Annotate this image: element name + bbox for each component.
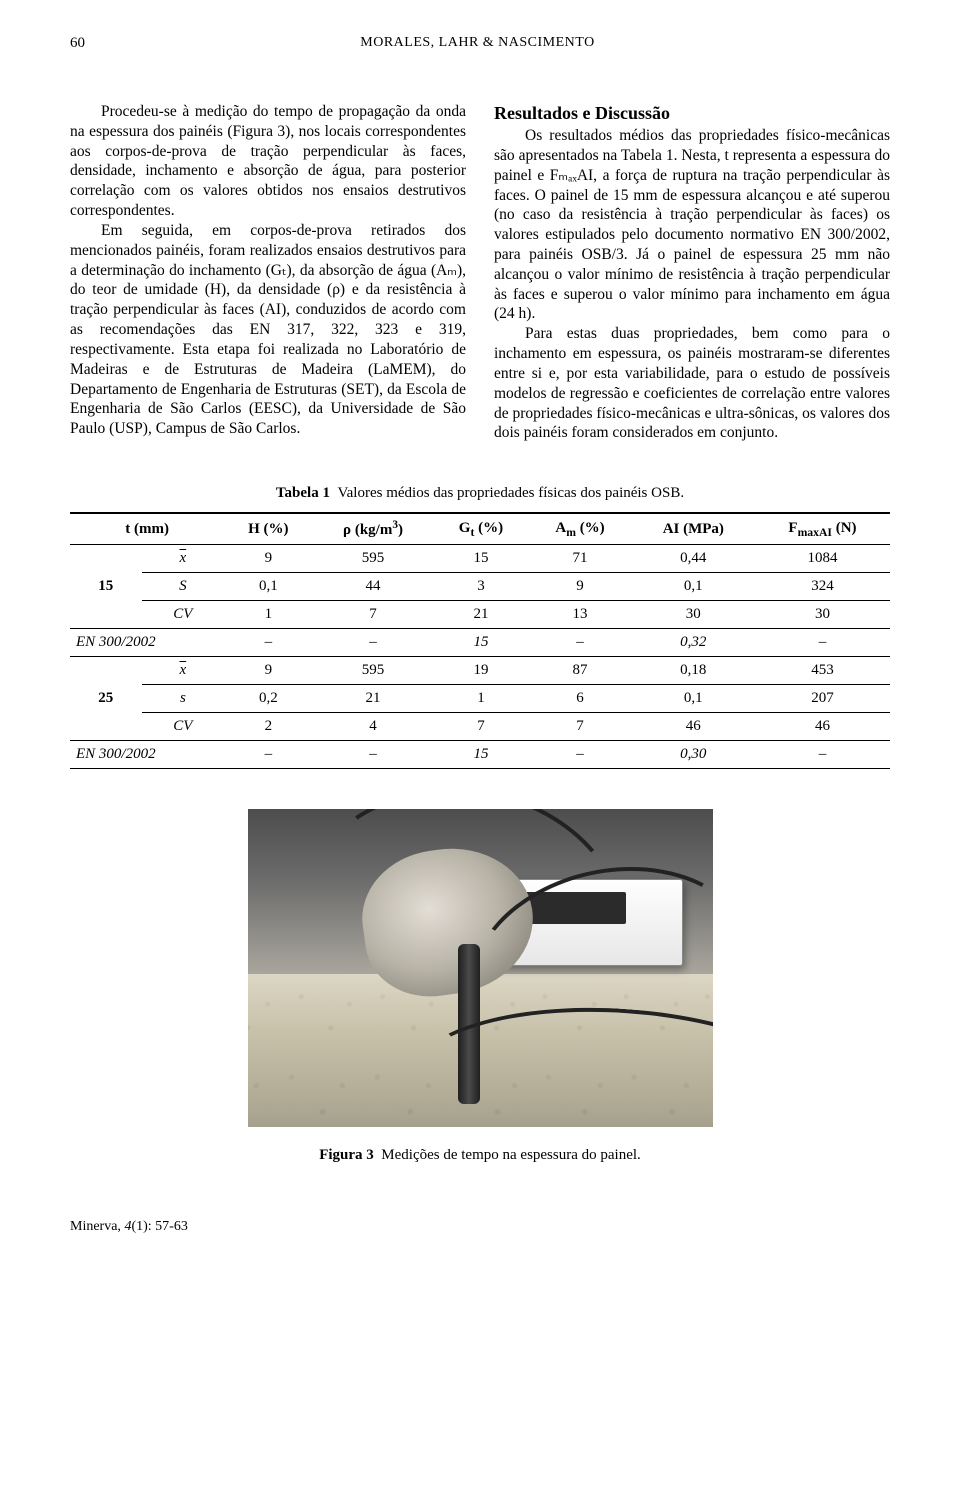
cell: 0,44 — [632, 545, 755, 573]
table-caption: Tabela 1 Valores médios das propriedades… — [70, 485, 890, 502]
table-row: s 0,2 21 1 6 0,1 207 — [70, 685, 890, 713]
cell: – — [528, 741, 631, 769]
cell: 87 — [528, 657, 631, 685]
group-25: 25 — [70, 657, 142, 741]
section-heading: Resultados e Discussão — [494, 102, 890, 125]
properties-table: t (mm) H (%) ρ (kg/m3) Gt (%) Am (%) AI … — [70, 512, 890, 769]
cell: 0,1 — [224, 573, 312, 601]
cell: 15 — [434, 545, 529, 573]
cell: 15 — [434, 629, 529, 657]
cell: 71 — [528, 545, 631, 573]
cell: 0,1 — [632, 573, 755, 601]
cell: 4 — [312, 713, 433, 741]
cell: 9 — [224, 545, 312, 573]
table-label: Tabela 1 — [276, 485, 330, 501]
cell: – — [312, 629, 433, 657]
table-caption-text: Valores médios das propriedades físicas … — [337, 485, 684, 501]
cell: 6 — [528, 685, 631, 713]
figure-photo — [248, 809, 713, 1127]
th-t: t (mm) — [70, 513, 224, 545]
left-p1: Procedeu-se à medição do tempo de propag… — [70, 102, 466, 221]
th-AI: AI (MPa) — [632, 513, 755, 545]
cell: 595 — [312, 545, 433, 573]
table-row: 25 x 9 595 19 87 0,18 453 — [70, 657, 890, 685]
cell: 46 — [632, 713, 755, 741]
cell: 595 — [312, 657, 433, 685]
cell: 21 — [312, 685, 433, 713]
figure-3: Figura 3 Medições de tempo na espessura … — [248, 809, 713, 1164]
cell: 207 — [755, 685, 890, 713]
right-p1: Os resultados médios das propriedades fí… — [494, 126, 890, 324]
cell: 7 — [434, 713, 529, 741]
en-label: EN 300/2002 — [70, 741, 224, 769]
cell: 3 — [434, 573, 529, 601]
running-header: 60 MORALES, LAHR & NASCIMENTO — [70, 35, 890, 52]
cell: – — [528, 629, 631, 657]
cell: 0,18 — [632, 657, 755, 685]
cell: – — [312, 741, 433, 769]
cell: 7 — [528, 713, 631, 741]
en-label: EN 300/2002 — [70, 629, 224, 657]
two-column-body: Procedeu-se à medição do tempo de propag… — [70, 102, 890, 443]
table-row: CV 2 4 7 7 46 46 — [70, 713, 890, 741]
group-15: 15 — [70, 545, 142, 629]
cell: 30 — [632, 601, 755, 629]
table-row-en: EN 300/2002 – – 15 – 0,30 – — [70, 741, 890, 769]
journal-issue-pages: (1): 57-63 — [131, 1219, 187, 1234]
stat-CV: CV — [142, 601, 225, 629]
cell: 1 — [434, 685, 529, 713]
th-H: H (%) — [224, 513, 312, 545]
cell: 0,32 — [632, 629, 755, 657]
th-Am: Am (%) — [528, 513, 631, 545]
th-FmaxAI: FmaxAI (N) — [755, 513, 890, 545]
cell: 13 — [528, 601, 631, 629]
th-Gt: Gt (%) — [434, 513, 529, 545]
cell: – — [755, 629, 890, 657]
cell: 44 — [312, 573, 433, 601]
cell: 0,1 — [632, 685, 755, 713]
cell: – — [224, 741, 312, 769]
stat-xbar: x — [142, 657, 225, 685]
cell: – — [755, 741, 890, 769]
page-number: 60 — [70, 35, 85, 52]
right-column: Resultados e Discussão Os resultados méd… — [494, 102, 890, 443]
cell: 0,30 — [632, 741, 755, 769]
cell: 9 — [528, 573, 631, 601]
stat-CV: CV — [142, 713, 225, 741]
cell: 19 — [434, 657, 529, 685]
left-column: Procedeu-se à medição do tempo de propag… — [70, 102, 466, 443]
th-rho: ρ (kg/m3) — [312, 513, 433, 545]
cell: – — [224, 629, 312, 657]
journal-name: Minerva, — [70, 1219, 124, 1234]
page-footer: Minerva, 4(1): 57-63 — [70, 1219, 890, 1235]
cell: 21 — [434, 601, 529, 629]
running-authors: MORALES, LAHR & NASCIMENTO — [360, 35, 594, 52]
table-row: CV 1 7 21 13 30 30 — [70, 601, 890, 629]
figure-label: Figura 3 — [319, 1147, 374, 1163]
figure-caption-text: Medições de tempo na espessura do painel… — [381, 1147, 641, 1163]
cell: 453 — [755, 657, 890, 685]
stat-s: s — [142, 685, 225, 713]
cell: 30 — [755, 601, 890, 629]
cell: 324 — [755, 573, 890, 601]
cell: 9 — [224, 657, 312, 685]
right-p2: Para estas duas propriedades, bem como p… — [494, 324, 890, 443]
table-header-row: t (mm) H (%) ρ (kg/m3) Gt (%) Am (%) AI … — [70, 513, 890, 545]
cell: 0,2 — [224, 685, 312, 713]
stat-xbar: x — [142, 545, 225, 573]
cell: 46 — [755, 713, 890, 741]
cell: 2 — [224, 713, 312, 741]
cell: 7 — [312, 601, 433, 629]
figure-caption: Figura 3 Medições de tempo na espessura … — [248, 1147, 713, 1164]
cell: 1 — [224, 601, 312, 629]
cell: 1084 — [755, 545, 890, 573]
left-p2: Em seguida, em corpos-de-prova retirados… — [70, 221, 466, 439]
table-row-en: EN 300/2002 – – 15 – 0,32 – — [70, 629, 890, 657]
table-row: S 0,1 44 3 9 0,1 324 — [70, 573, 890, 601]
cell: 15 — [434, 741, 529, 769]
table-row: 15 x 9 595 15 71 0,44 1084 — [70, 545, 890, 573]
stat-S: S — [142, 573, 225, 601]
